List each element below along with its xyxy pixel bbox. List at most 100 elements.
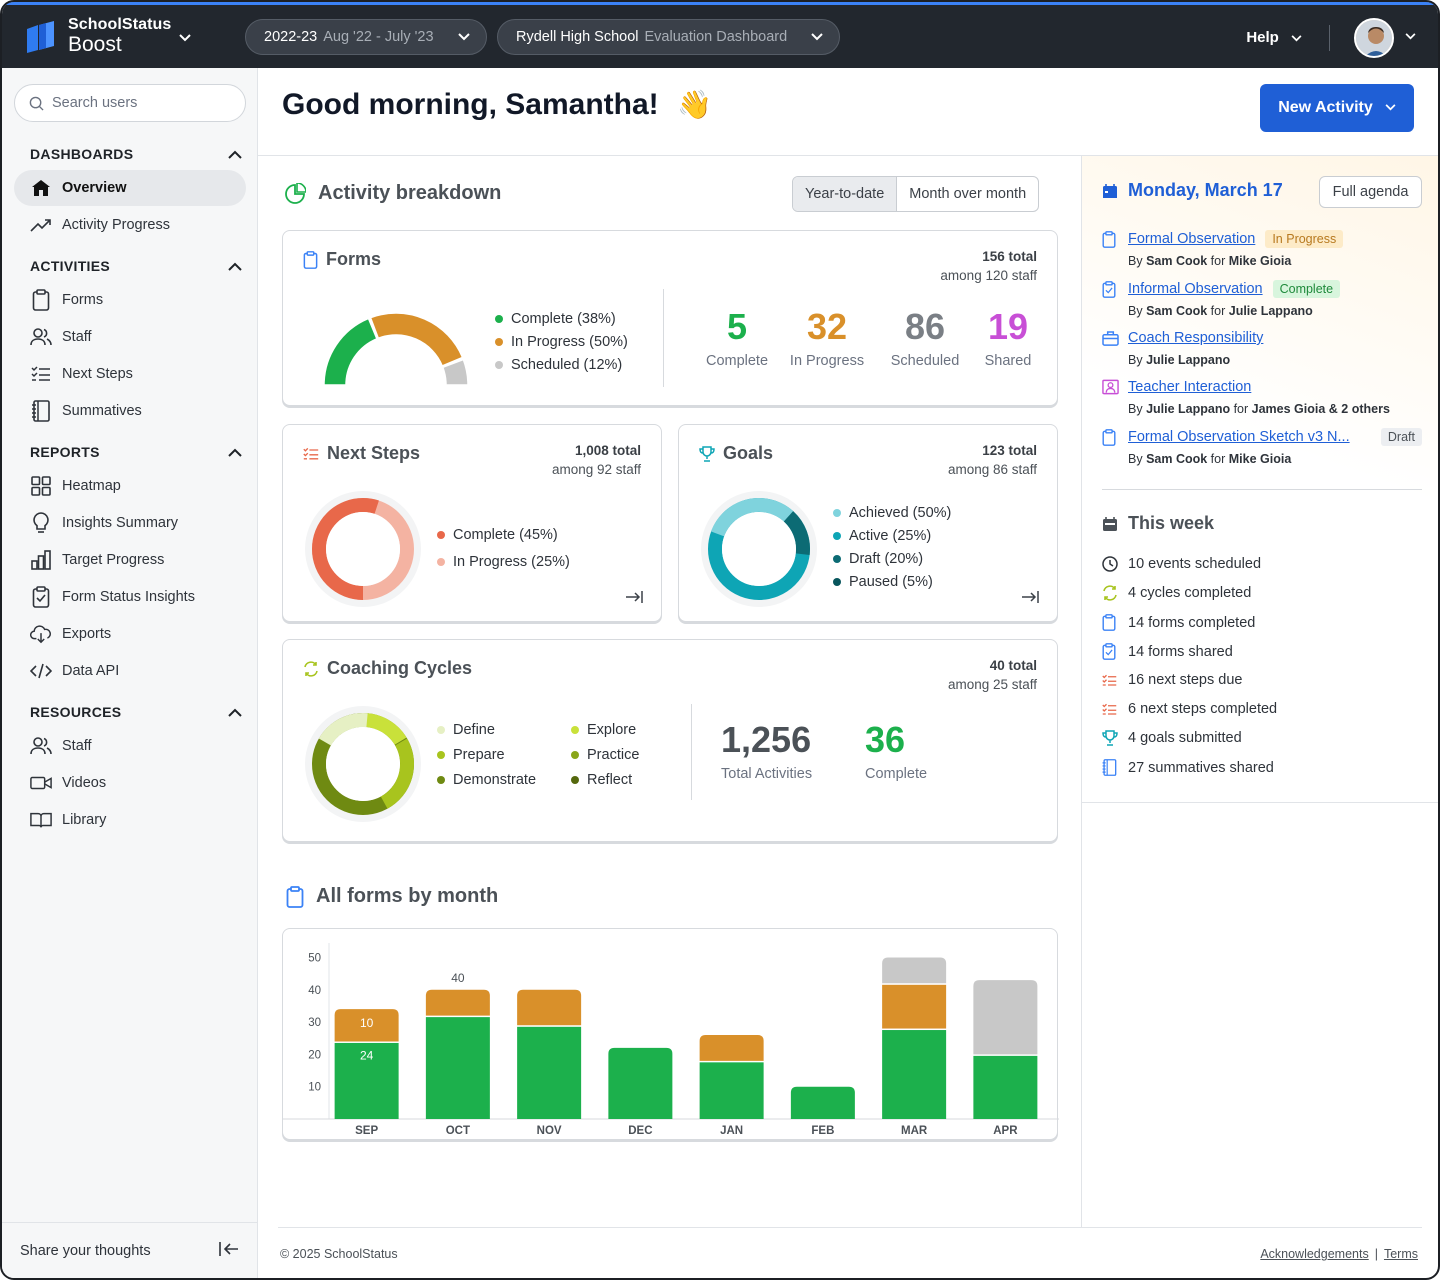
section-resources[interactable]: RESOURCES [30, 704, 242, 720]
agenda-item-link[interactable]: Formal Observation Sketch v3 N... [1128, 429, 1350, 445]
coaching-cycles-card[interactable]: Coaching Cycles 40 total among 25 staff … [282, 639, 1058, 842]
pie-chart-icon [284, 182, 306, 205]
legend-label: Active (25%) [849, 527, 932, 544]
agenda-by-prefix: By [1128, 353, 1147, 367]
agenda-item: Coach Responsibility By Julie Lappano [1102, 327, 1422, 367]
stat-number: 1,256 [721, 719, 812, 760]
week-summary-item: 4 cycles completed [1102, 585, 1251, 601]
legend-item: Active (25%) [833, 524, 951, 547]
full-agenda-button[interactable]: Full agenda [1319, 176, 1422, 208]
nav-library[interactable]: Library [14, 802, 246, 838]
nav-resources-staff[interactable]: Staff [14, 728, 246, 764]
section-activities[interactable]: ACTIVITIES [30, 258, 242, 274]
sidebar: Search users DASHBOARDS Overview Activit… [2, 68, 258, 1278]
school-year-select[interactable]: 2022-23 Aug '22 - July '23 [245, 19, 487, 55]
chevron-up-icon [228, 704, 242, 720]
total-count: 1,008 total [574, 443, 641, 458]
legend-item: In Progress (50%) [495, 330, 628, 353]
toggle-month-over-month[interactable]: Month over month [909, 186, 1027, 202]
goals-donut-chart [701, 491, 817, 607]
nav-overview[interactable]: Overview [14, 170, 246, 206]
legend-swatch [833, 554, 841, 563]
section-dashboards[interactable]: DASHBOARDS [30, 146, 242, 162]
status-badge: Complete [1272, 280, 1341, 298]
dashboard-select[interactable]: Rydell High School Evaluation Dashboard [497, 19, 840, 55]
arrow-right-to-line-icon[interactable] [625, 590, 643, 609]
nav-summatives[interactable]: Summatives [14, 393, 246, 429]
legend-swatch [833, 531, 841, 540]
trending-up-icon [30, 214, 52, 236]
nav-target-progress[interactable]: Target Progress [14, 542, 246, 578]
agenda-by: Julie Lappano [1146, 353, 1231, 367]
donut-segment-draft [708, 498, 810, 600]
user-avatar[interactable] [1354, 18, 1394, 58]
chevron-down-icon[interactable] [1405, 31, 1416, 43]
agenda-item-link[interactable]: Coach Responsibility [1128, 330, 1264, 346]
divider [258, 155, 1438, 156]
legend-item: Define [437, 718, 571, 741]
stat-label: In Progress [789, 353, 865, 369]
terms-link[interactable]: Terms [1383, 1247, 1418, 1261]
stat-scheduled: 86 Scheduled [885, 307, 965, 370]
nav-data-api[interactable]: Data API [14, 653, 246, 689]
nav-form-status-insights[interactable]: Form Status Insights [14, 579, 246, 615]
nav-insights-summary[interactable]: Insights Summary [14, 505, 246, 541]
help-label: Help [1246, 29, 1279, 46]
agenda-item-link[interactable]: Informal Observation [1128, 281, 1263, 297]
stat-number: 36 [865, 719, 906, 760]
agenda-by: Julie Lappano [1146, 402, 1231, 416]
agenda-by-prefix: By [1128, 304, 1147, 318]
forms-card[interactable]: Forms 156 total among 120 staff Complete… [282, 230, 1058, 406]
coaching-legend: Define Explore Prepare Practice Demonstrate R… [437, 718, 677, 791]
chevron-up-icon [228, 258, 242, 274]
acknowledgements-link[interactable]: Acknowledgements [1260, 1247, 1369, 1261]
bar-data-label: 24 [360, 1048, 374, 1062]
refresh-cycle-icon [303, 660, 319, 677]
total-count: 40 total [989, 658, 1037, 673]
legend-item: In Progress (25%) [437, 548, 570, 575]
help-menu-button[interactable]: Help [1246, 29, 1302, 46]
brand-switcher[interactable]: SchoolStatus Boost [24, 16, 224, 56]
stat-label: Total Activities [721, 766, 813, 782]
nav-heatmap[interactable]: Heatmap [14, 468, 246, 504]
stat-label: Scheduled [890, 353, 960, 369]
nav-next-steps[interactable]: Next Steps [14, 356, 246, 392]
collapse-sidebar-icon[interactable] [219, 1241, 239, 1261]
legend-item: Complete (38%) [495, 307, 628, 330]
legend-swatch [571, 750, 579, 759]
nav-exports[interactable]: Exports [14, 616, 246, 652]
agenda-item-link[interactable]: Formal Observation [1128, 231, 1256, 247]
week-summary-text: 27 summatives shared [1128, 759, 1274, 776]
week-summary-text: 10 events scheduled [1128, 556, 1262, 572]
agenda-for: James Gioia & 2 others [1251, 402, 1390, 416]
bar-segment [882, 1030, 947, 1119]
next-steps-card[interactable]: Next Steps 1,008 total among 92 staff Co… [282, 424, 662, 622]
nav-label: Data API [62, 663, 120, 679]
legend-item: Explore [571, 718, 681, 741]
arrow-right-to-line-icon[interactable] [1021, 590, 1039, 609]
goals-card[interactable]: Goals 123 total among 86 staff Achieved … [678, 424, 1058, 622]
x-tick-label: JAN [720, 1125, 743, 1137]
agenda-item-byline: By Julie Lappano for James Gioia & 2 oth… [1128, 402, 1422, 416]
feedback-link[interactable]: Share your thoughts [2, 1222, 257, 1278]
nav-staff[interactable]: Staff [14, 319, 246, 355]
list-checks-icon [30, 363, 52, 385]
chevron-up-icon [228, 146, 242, 162]
period-toggle: Year-to-date Month over month [792, 176, 1040, 212]
nav-forms[interactable]: Forms [14, 282, 246, 318]
next-steps-donut-chart [305, 491, 421, 607]
refresh-cycle-icon [1102, 585, 1120, 601]
section-reports[interactable]: REPORTS [30, 444, 242, 460]
legend-swatch [437, 725, 445, 734]
total-count: 156 total [982, 249, 1037, 264]
forms-gauge-chart [323, 312, 469, 386]
toggle-year-to-date[interactable]: Year-to-date [793, 177, 898, 211]
new-activity-button[interactable]: New Activity [1260, 84, 1414, 132]
search-users-input[interactable]: Search users [14, 84, 246, 122]
nav-videos[interactable]: Videos [14, 765, 246, 801]
total-among: among 25 staff [947, 677, 1037, 692]
card-title-label: Forms [326, 249, 382, 269]
grid-icon [30, 475, 52, 497]
agenda-item-link[interactable]: Teacher Interaction [1128, 379, 1252, 395]
nav-activity-progress[interactable]: Activity Progress [14, 207, 246, 243]
